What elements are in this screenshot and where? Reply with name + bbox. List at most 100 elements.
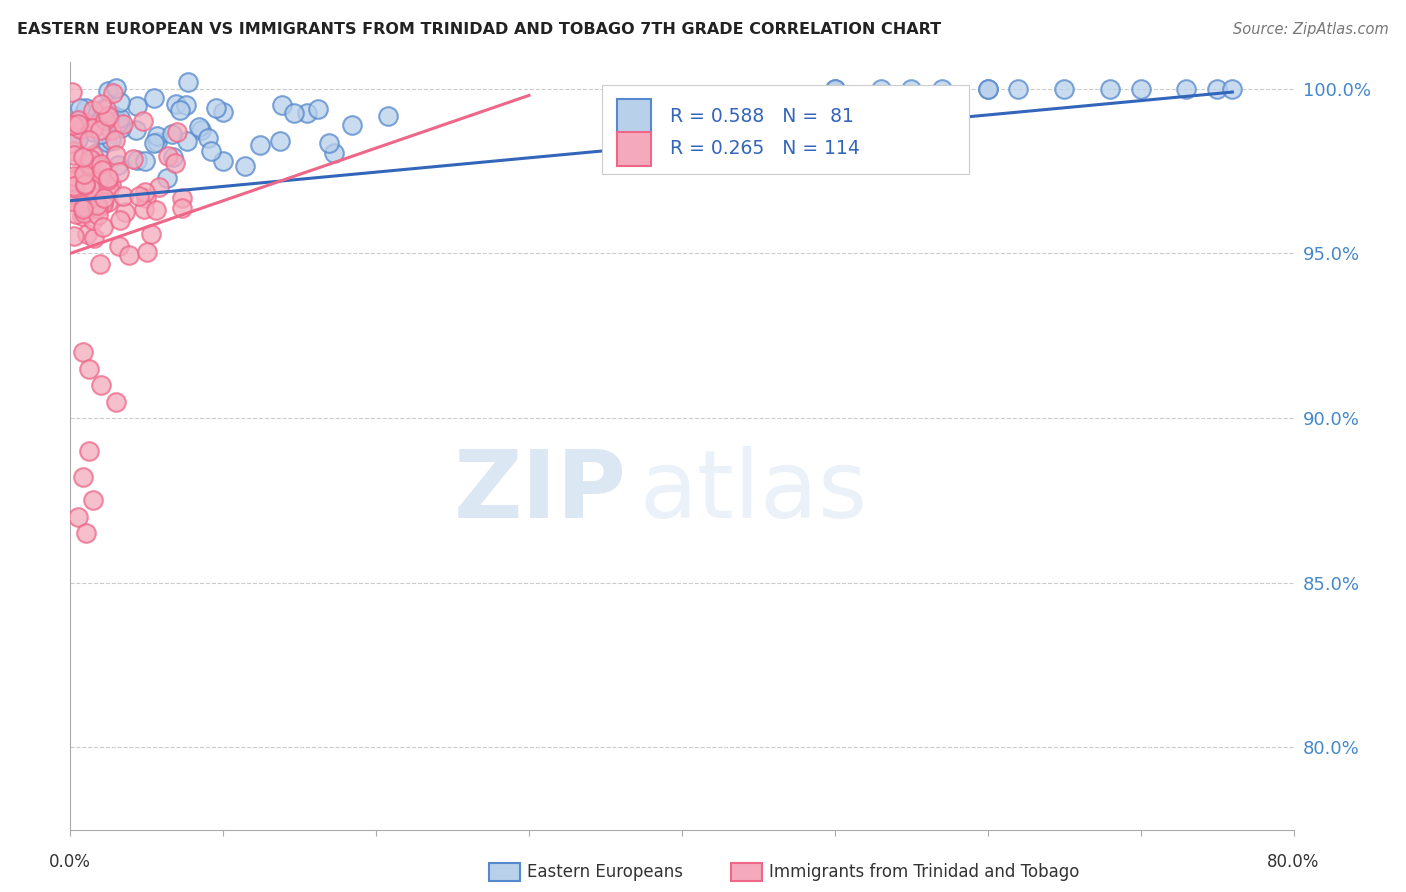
Point <box>148 180 170 194</box>
Point <box>69 102 91 116</box>
Point <box>91 197 114 211</box>
Point <box>177 75 200 89</box>
Point <box>107 116 129 130</box>
Point <box>100 122 122 136</box>
Point <box>869 82 891 96</box>
Point <box>82 124 104 138</box>
Point <box>146 128 169 143</box>
Point <box>79 181 101 195</box>
Point <box>66 112 89 127</box>
Point <box>110 120 132 135</box>
Text: EASTERN EUROPEAN VS IMMIGRANTS FROM TRINIDAD AND TOBAGO 7TH GRADE CORRELATION CH: EASTERN EUROPEAN VS IMMIGRANTS FROM TRIN… <box>17 22 941 37</box>
Point <box>72 470 94 484</box>
Point <box>97 173 120 187</box>
Point <box>307 102 329 116</box>
Point <box>89 117 111 131</box>
Point <box>77 157 100 171</box>
Point <box>62 145 84 159</box>
Point <box>89 160 111 174</box>
Point <box>97 170 120 185</box>
Point <box>79 152 101 166</box>
Point <box>112 189 135 203</box>
Point <box>187 120 209 134</box>
Point <box>66 116 89 130</box>
Point <box>82 493 104 508</box>
Point <box>66 126 89 140</box>
Point <box>94 103 117 117</box>
Text: 0.0%: 0.0% <box>49 853 91 871</box>
Point <box>80 166 103 180</box>
Point <box>197 131 219 145</box>
Point <box>72 200 94 214</box>
Text: Immigrants from Trinidad and Tobago: Immigrants from Trinidad and Tobago <box>769 863 1080 881</box>
Point <box>90 378 112 392</box>
Point <box>108 111 131 125</box>
Point <box>77 444 100 458</box>
Point <box>67 170 90 185</box>
Point <box>77 361 100 376</box>
Point <box>162 150 184 164</box>
Point <box>112 117 135 131</box>
Point <box>73 116 96 130</box>
Point <box>86 181 108 195</box>
Point <box>128 189 150 203</box>
Point <box>96 135 118 149</box>
Point <box>62 118 84 132</box>
Point <box>322 145 344 160</box>
Point <box>87 172 110 186</box>
Point <box>60 194 83 208</box>
Point <box>73 178 96 192</box>
Bar <box>617 132 651 166</box>
Point <box>66 509 89 524</box>
Point <box>82 103 104 117</box>
Point <box>110 213 132 227</box>
Point <box>108 95 131 109</box>
Point <box>72 111 94 125</box>
Point <box>66 117 89 131</box>
Point <box>73 168 96 182</box>
Point <box>84 196 107 211</box>
Point <box>107 158 129 172</box>
Point <box>97 194 120 209</box>
Point <box>97 111 120 125</box>
Point <box>82 148 104 162</box>
Point <box>134 185 156 199</box>
Point <box>91 174 114 188</box>
Point <box>60 136 83 151</box>
Point <box>377 109 399 123</box>
Point <box>212 153 235 168</box>
Point <box>91 194 114 209</box>
Point <box>114 205 136 219</box>
Point <box>75 526 97 541</box>
Point <box>90 163 112 178</box>
Point <box>163 156 186 170</box>
Bar <box>617 99 651 133</box>
Point <box>87 201 110 215</box>
Point <box>900 82 922 96</box>
Point <box>101 87 124 101</box>
Point <box>1175 82 1198 96</box>
Point <box>72 202 94 216</box>
Point <box>89 123 111 137</box>
Point <box>976 82 998 96</box>
Point <box>76 115 98 129</box>
Point <box>98 181 121 195</box>
Point <box>66 118 89 132</box>
Point <box>269 134 291 148</box>
Point <box>107 165 129 179</box>
Point <box>73 206 96 220</box>
Point <box>86 197 108 211</box>
Point <box>82 120 104 134</box>
Point <box>105 80 128 95</box>
Point <box>69 121 91 136</box>
Point <box>142 91 165 105</box>
Point <box>283 106 305 120</box>
Point <box>63 229 86 244</box>
Point <box>105 111 128 125</box>
Point <box>97 109 120 123</box>
Point <box>134 154 156 169</box>
Point <box>200 144 222 158</box>
Point <box>63 178 86 193</box>
Point <box>976 82 998 96</box>
Point <box>62 183 84 197</box>
